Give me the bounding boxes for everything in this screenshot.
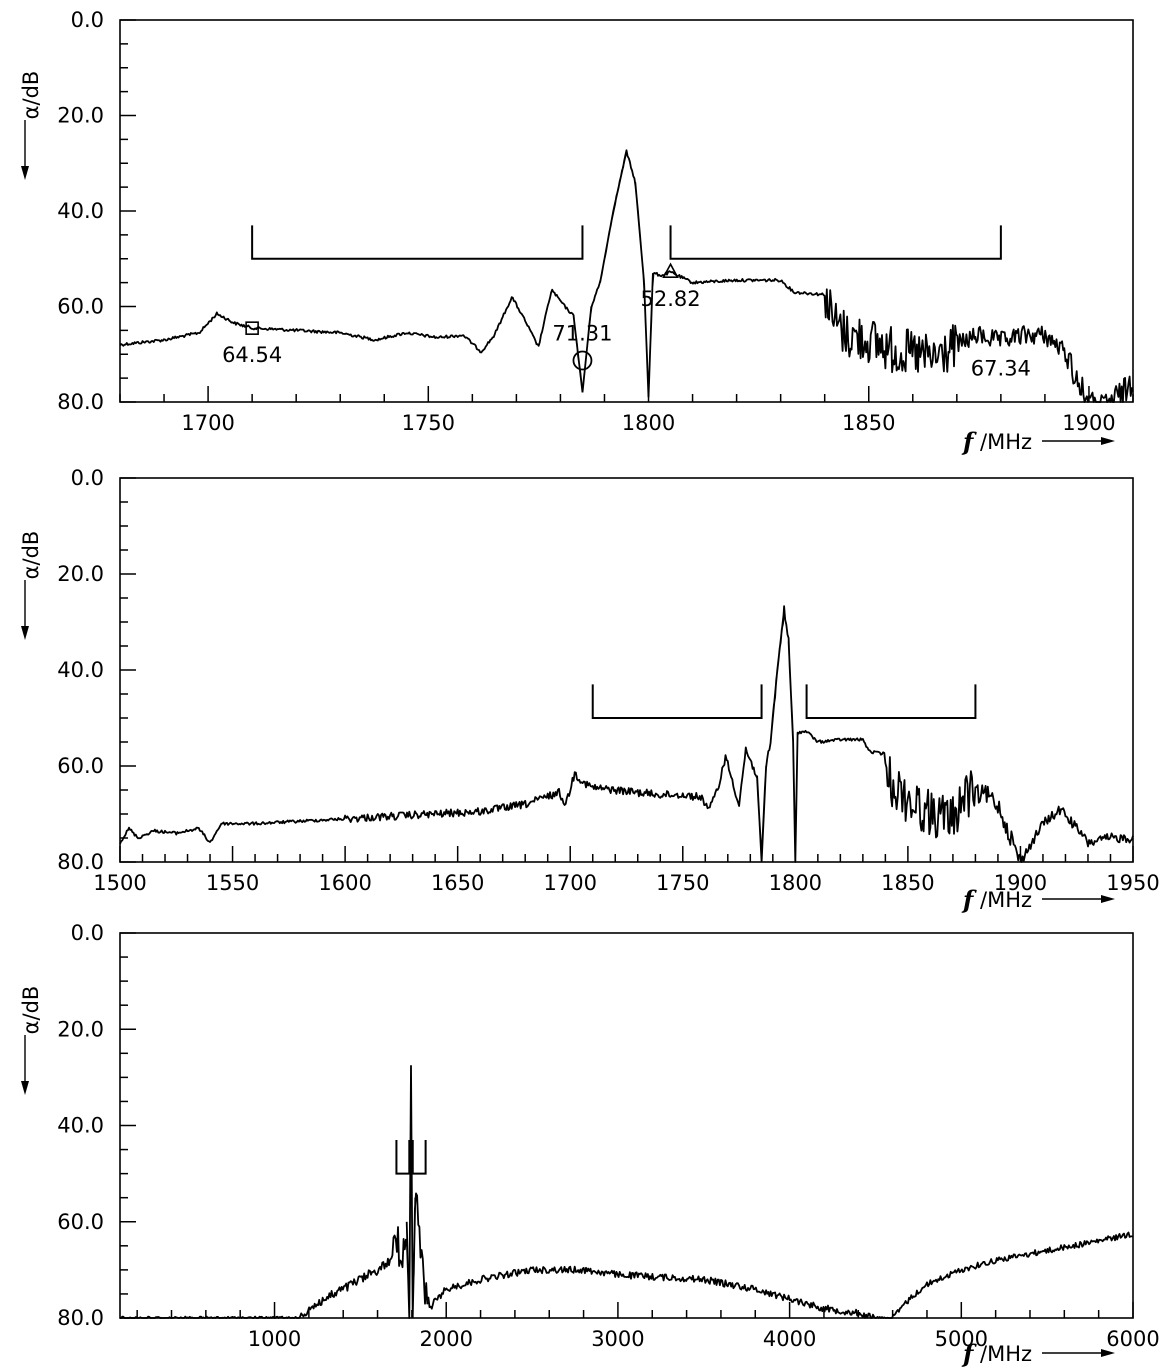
y-tick-label: 80.0 xyxy=(57,850,104,874)
y-tick-label: 60.0 xyxy=(57,1210,104,1234)
y-tick-label: 20.0 xyxy=(57,104,104,128)
band-bracket xyxy=(805,684,977,719)
series-line-3 xyxy=(120,1065,1134,1319)
x-tick-label: 1750 xyxy=(402,411,455,435)
y-tick-label: 80.0 xyxy=(57,1306,104,1330)
plot-area-3 xyxy=(119,932,1134,1319)
x-tick-label: 1850 xyxy=(881,871,934,895)
band-bracket xyxy=(669,225,1002,260)
y-tick-label: 80.0 xyxy=(57,390,104,414)
y-ticks-3: 0.0 20.0 40.0 60.0 80.0 xyxy=(57,921,136,1330)
y-axis-title-3: α/dB xyxy=(19,986,43,1035)
y-axis-title-1: α/dB xyxy=(19,71,43,120)
y-axis-title-2: α/dB xyxy=(19,531,43,580)
band-bracket xyxy=(251,225,584,260)
x-tick-label: 1000 xyxy=(248,1327,301,1351)
y-tick-label: 0.0 xyxy=(71,8,104,32)
x-axis-symbol-3: f xyxy=(961,1339,977,1368)
y-axis-arrow-head-2 xyxy=(21,626,29,640)
brackets-2 xyxy=(591,684,977,719)
x-tick-label: 1600 xyxy=(318,871,371,895)
brackets-3 xyxy=(395,1139,427,1175)
x-axis-unit-2: /MHz xyxy=(980,888,1032,912)
x-tick-label: 1850 xyxy=(842,411,895,435)
x-tick-label: 1750 xyxy=(656,871,709,895)
x-tick-label: 1800 xyxy=(622,411,675,435)
y-tick-label: 20.0 xyxy=(57,1017,104,1041)
x-axis-arrow-head-2 xyxy=(1101,895,1115,903)
series-line-2 xyxy=(119,605,1134,863)
x-ticks-1: 1700 1750 1800 1850 1900 xyxy=(119,386,1134,435)
chart-panel-3: 0.0 20.0 40.0 60.0 80.0 1000 2000 3000 4000 5000… xyxy=(19,921,1160,1368)
band-bracket xyxy=(395,1139,411,1175)
square-marker xyxy=(245,321,259,335)
circle-marker xyxy=(572,350,593,371)
x-tick-label: 1550 xyxy=(206,871,259,895)
x-tick-label: 1900 xyxy=(994,871,1047,895)
x-tick-label: 1500 xyxy=(93,871,146,895)
y-axis-arrow-head-1 xyxy=(21,166,29,180)
chart-panel-1: 0.0 20.0 40.0 60.0 80.0 1700 1750 1800 1850 1900… xyxy=(19,8,1134,456)
x-axis-arrow-head-3 xyxy=(1101,1349,1115,1357)
x-tick-label: 1950 xyxy=(1106,871,1159,895)
x-tick-label: 4000 xyxy=(763,1327,816,1351)
x-axis-symbol-1: f xyxy=(961,427,977,456)
y-tick-label: 60.0 xyxy=(57,754,104,778)
y-tick-label: 20.0 xyxy=(57,562,104,586)
x-ticks-2: 1500 1550 1600 1650 1700 1750 1800 1850 1900 1950 xyxy=(93,846,1160,895)
marker-value-label: 52.82 xyxy=(640,287,700,311)
y-tick-label: 40.0 xyxy=(57,658,104,682)
x-tick-label: 1900 xyxy=(1062,411,1115,435)
x-tick-label: 5000 xyxy=(935,1327,988,1351)
y-tick-label: 40.0 xyxy=(57,1114,104,1138)
y-tick-label: 40.0 xyxy=(57,199,104,223)
x-axis-unit-1: /MHz xyxy=(980,430,1032,454)
x-tick-label: 1650 xyxy=(431,871,484,895)
marker-value-label: 64.54 xyxy=(222,343,282,367)
x-tick-label: 1700 xyxy=(543,871,596,895)
brackets-1 xyxy=(251,225,1002,260)
triangle-marker xyxy=(662,262,679,279)
plot-area-2 xyxy=(119,477,1134,863)
x-ticks-3: 1000 2000 3000 4000 5000 6000 xyxy=(136,1302,1160,1351)
y-tick-label: 60.0 xyxy=(57,295,104,319)
y-tick-label: 0.0 xyxy=(71,466,104,490)
y-ticks-1: 0.0 20.0 40.0 60.0 80.0 xyxy=(57,8,136,414)
markers-1: 64.54 71.31 52.82 67.34 xyxy=(222,262,1031,381)
x-tick-label: 1700 xyxy=(181,411,234,435)
y-tick-label: 0.0 xyxy=(71,921,104,945)
x-axis-arrow-head-1 xyxy=(1101,437,1115,445)
band-bracket xyxy=(411,1139,427,1175)
band-bracket xyxy=(591,684,763,719)
x-tick-label: 3000 xyxy=(591,1327,644,1351)
x-tick-label: 6000 xyxy=(1106,1327,1159,1351)
x-tick-label: 1800 xyxy=(769,871,822,895)
marker-value-label: 71.31 xyxy=(552,322,612,346)
marker-value-label: 67.34 xyxy=(971,357,1031,381)
y-axis-arrow-head-3 xyxy=(21,1081,29,1095)
series-line-1 xyxy=(119,149,1134,403)
chart-panel-2: 0.0 20.0 40.0 60.0 80.0 1500 1550 1600 1650 1700… xyxy=(19,466,1160,914)
x-axis-symbol-2: f xyxy=(961,885,977,914)
y-ticks-2: 0.0 20.0 40.0 60.0 80.0 xyxy=(57,466,136,874)
x-tick-label: 2000 xyxy=(419,1327,472,1351)
x-axis-unit-3: /MHz xyxy=(980,1342,1032,1366)
